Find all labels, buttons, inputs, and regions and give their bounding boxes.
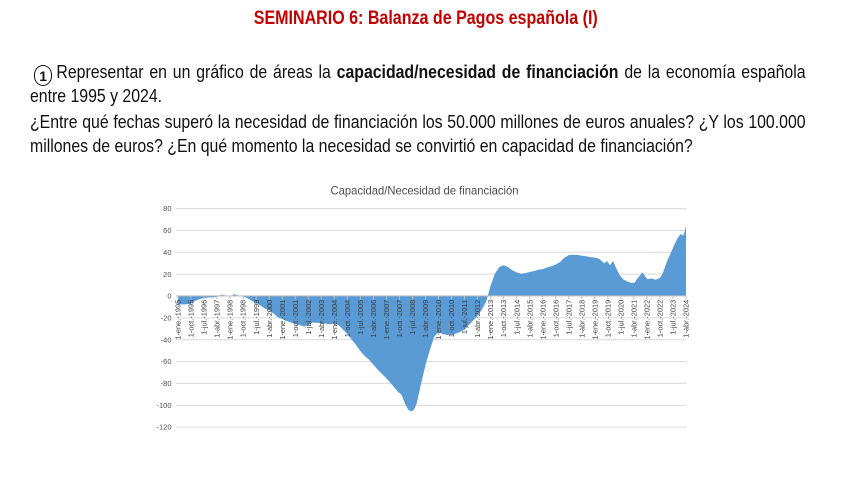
svg-text:1-abr.-2018: 1-abr.-2018 bbox=[577, 300, 586, 338]
svg-text:1-oct.-2007: 1-oct.-2007 bbox=[395, 300, 404, 337]
svg-text:1-jul.-1996: 1-jul.-1996 bbox=[200, 300, 209, 335]
svg-text:40: 40 bbox=[163, 248, 171, 257]
svg-text:60: 60 bbox=[163, 226, 171, 235]
svg-text:1-jul.-2002: 1-jul.-2002 bbox=[304, 300, 313, 335]
svg-text:1-jul.-1999: 1-jul.-1999 bbox=[252, 300, 261, 335]
svg-text:-40: -40 bbox=[161, 335, 172, 344]
svg-text:1-ene.-2013: 1-ene.-2013 bbox=[486, 300, 495, 340]
svg-text:1-ene.-1995: 1-ene.-1995 bbox=[174, 300, 183, 340]
svg-text:1-oct.-1995: 1-oct.-1995 bbox=[187, 300, 196, 337]
svg-text:1-ene.-2016: 1-ene.-2016 bbox=[538, 300, 547, 340]
svg-text:1-jul.-2020: 1-jul.-2020 bbox=[616, 300, 625, 335]
svg-text:1-ene.-2004: 1-ene.-2004 bbox=[330, 300, 339, 340]
svg-text:-60: -60 bbox=[161, 357, 172, 366]
svg-text:1-oct.-2004: 1-oct.-2004 bbox=[343, 300, 352, 337]
svg-text:1-jul.-2014: 1-jul.-2014 bbox=[512, 300, 521, 335]
svg-text:1-abr.-2003: 1-abr.-2003 bbox=[317, 300, 326, 338]
svg-text:1-abr.-2012: 1-abr.-2012 bbox=[473, 300, 482, 338]
svg-text:0: 0 bbox=[167, 292, 171, 301]
svg-text:-80: -80 bbox=[161, 379, 172, 388]
svg-text:80: 80 bbox=[163, 204, 171, 213]
svg-text:1-ene.-2019: 1-ene.-2019 bbox=[590, 300, 599, 340]
svg-text:1-abr.-1997: 1-abr.-1997 bbox=[213, 300, 222, 338]
svg-text:1-abr.-2015: 1-abr.-2015 bbox=[525, 300, 534, 338]
svg-text:1-jul.-2023: 1-jul.-2023 bbox=[669, 300, 678, 335]
svg-text:1-abr.-2024: 1-abr.-2024 bbox=[682, 300, 691, 338]
svg-text:-20: -20 bbox=[161, 313, 172, 322]
svg-text:1-ene.-2001: 1-ene.-2001 bbox=[278, 300, 287, 340]
svg-text:1-ene.-1998: 1-ene.-1998 bbox=[226, 300, 235, 340]
svg-text:1-ene.-2007: 1-ene.-2007 bbox=[382, 300, 391, 340]
svg-text:1-oct.-2001: 1-oct.-2001 bbox=[291, 300, 300, 337]
svg-text:1-abr.-2009: 1-abr.-2009 bbox=[421, 300, 430, 338]
svg-text:1-oct.-2013: 1-oct.-2013 bbox=[499, 300, 508, 337]
svg-text:1-jul.-2005: 1-jul.-2005 bbox=[356, 300, 365, 335]
svg-text:1-oct.-2019: 1-oct.-2019 bbox=[603, 300, 612, 337]
svg-text:1-oct.-2016: 1-oct.-2016 bbox=[551, 300, 560, 337]
svg-text:-100: -100 bbox=[156, 401, 171, 410]
svg-text:1-oct.-2010: 1-oct.-2010 bbox=[447, 300, 456, 337]
svg-text:-120: -120 bbox=[156, 423, 171, 432]
svg-text:1-oct.-2022: 1-oct.-2022 bbox=[656, 300, 665, 337]
svg-text:1-jul.-2017: 1-jul.-2017 bbox=[564, 300, 573, 335]
svg-text:1-abr.-2021: 1-abr.-2021 bbox=[630, 300, 639, 338]
svg-text:Capacidad/Necesidad de financi: Capacidad/Necesidad de financiación bbox=[331, 184, 519, 197]
svg-text:1-oct.-1998: 1-oct.-1998 bbox=[239, 300, 248, 337]
svg-text:1-jul.-2011: 1-jul.-2011 bbox=[460, 300, 469, 334]
svg-text:20: 20 bbox=[163, 270, 171, 279]
svg-text:1-jul.-2008: 1-jul.-2008 bbox=[408, 300, 417, 335]
svg-text:1-abr.-2000: 1-abr.-2000 bbox=[265, 300, 274, 338]
svg-text:1-abr.-2006: 1-abr.-2006 bbox=[369, 300, 378, 338]
svg-text:1-ene.-2022: 1-ene.-2022 bbox=[643, 300, 652, 340]
svg-text:1-ene.-2010: 1-ene.-2010 bbox=[434, 300, 443, 340]
